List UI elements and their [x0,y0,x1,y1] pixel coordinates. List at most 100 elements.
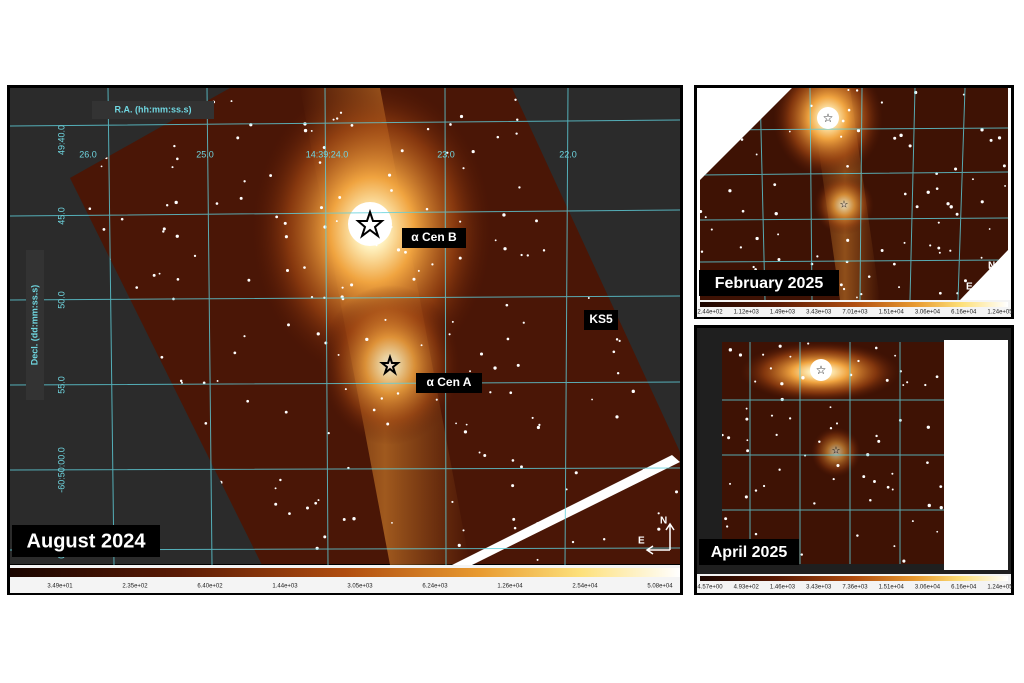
background-star [724,517,728,521]
background-star [496,135,500,139]
background-star [856,128,861,133]
dec-axis-label: Decl. (dd:mm:ss.s) [29,285,39,366]
background-star [762,484,766,488]
compass [645,522,675,555]
background-star [847,108,851,112]
background-star [520,465,523,469]
background-star [867,275,871,278]
background-star [387,173,392,177]
background-star [938,251,941,254]
saturated-core [817,107,839,129]
background-star [455,422,457,425]
background-star [924,383,927,387]
background-star [160,355,164,359]
background-star [762,353,765,356]
background-star [754,489,758,492]
background-star [412,277,416,281]
background-star [332,118,335,121]
background-star [502,213,506,217]
colorbar-tick-label: 1.26e+04 [497,584,523,590]
compass-east: E [638,536,645,547]
background-star [880,101,884,104]
star-marker: ☆ [840,200,849,211]
background-star [903,241,906,244]
background-star [171,166,174,169]
background-star [310,129,313,132]
background-star [520,253,523,257]
background-star [337,353,340,356]
background-star [425,207,429,211]
background-star [911,520,914,523]
colorbar-tick-label: 6.40e+02 [197,584,223,590]
background-star [531,416,534,419]
background-star [847,88,850,92]
background-star [745,417,749,421]
background-star [980,200,984,204]
background-star [536,425,541,430]
source-label: α Cen B [411,230,457,244]
background-star [162,227,166,231]
background-star [770,414,774,417]
label-box [12,525,160,557]
panel-august: R.A. (hh:mm:ss.s) Decl. (dd:mm:ss.s) 26.… [7,85,683,595]
background-star [741,209,745,213]
background-star [457,543,461,547]
background-star [591,398,593,401]
background-star [285,268,290,273]
background-star [365,337,369,342]
colorbar-tick-label: 6.16e+04 [951,310,977,316]
background-star [800,553,803,556]
background-star [980,256,983,259]
background-star [535,219,538,223]
label-box [584,310,618,330]
label-box [699,270,839,296]
background-star [175,234,179,238]
background-star [318,161,322,164]
background-star [342,518,346,521]
background-star [431,263,434,266]
ra-tick-label: 23.0 [437,149,455,159]
background-star [926,190,930,194]
background-star [962,93,965,96]
background-star [926,425,930,429]
colorbar-tick-label: 1.44e+03 [272,584,298,590]
colorbar-tick-label: 3.49e+01 [47,584,73,590]
background-star [906,381,909,384]
background-star [778,468,781,471]
background-star [323,535,327,539]
background-star [386,422,390,426]
background-star [135,286,139,289]
background-star [949,205,953,209]
background-star [239,196,243,200]
background-star [391,521,393,524]
background-star [877,439,881,443]
epoch-label: February 2025 [715,275,824,292]
background-star [898,286,901,289]
background-star [725,525,729,528]
background-star [515,132,518,135]
compass-east: E [968,542,975,553]
background-star [631,389,635,393]
background-star [287,323,290,327]
colorbar-tick-label: 7.36e+03 [842,585,868,591]
background-star [675,490,679,494]
background-star [728,189,732,193]
colorbar-tick-label: 1.51e+04 [879,310,905,316]
background-star [514,98,517,101]
colorbar-tick-label: 2.35e+02 [122,584,148,590]
background-star [288,512,291,515]
background-star [511,484,515,488]
epoch-label: August 2024 [27,530,147,552]
background-star [179,379,183,383]
colorbar-tick-label: 1.24e+05 [987,310,1013,316]
background-star [938,291,942,295]
background-star [846,164,849,168]
background-star [536,558,539,561]
background-star [989,138,993,142]
background-star [448,333,451,336]
background-star [505,303,509,307]
background-star [818,440,821,443]
background-star [710,228,713,231]
colorbar-tick-label: 1.51e+04 [879,585,905,591]
background-star [538,423,541,427]
